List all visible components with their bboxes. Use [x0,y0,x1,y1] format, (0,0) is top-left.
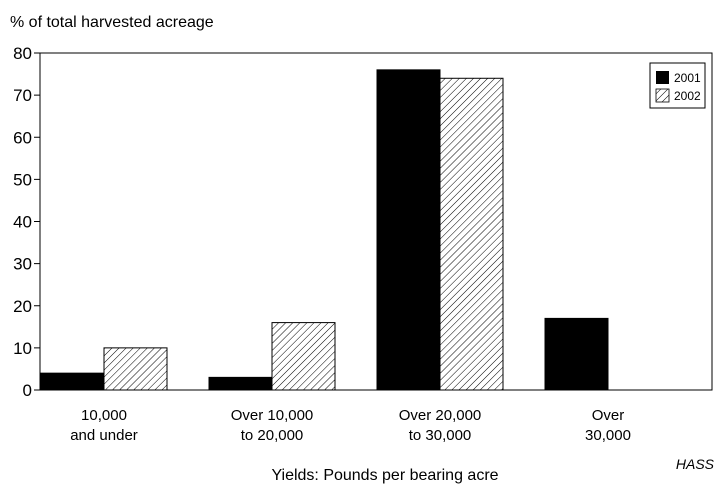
bar-2001-3 [544,317,609,391]
bar-2001-0 [40,372,105,391]
x-axis-label: Yields: Pounds per bearing acre [271,467,498,484]
plot-frame [39,52,713,391]
legend: 2001 2002 [649,62,706,109]
category-label: to 20,000 [241,427,304,444]
y-tick-label: 70 [13,86,32,105]
legend-swatch-2002 [655,88,670,103]
y-tick-labels: 0 10 20 30 40 50 60 70 80 [13,44,40,400]
bar-2002-1 [271,322,336,391]
y-tick-label: 40 [13,213,32,232]
category-label: and under [70,427,138,444]
bar-2002-2 [439,77,504,391]
category-label: to 30,000 [409,427,472,444]
category-label: 30,000 [585,427,631,444]
y-tick-label: 50 [13,170,32,189]
y-tick-label: 30 [13,255,32,274]
y-tick-label: 0 [23,381,32,400]
category-label: Over 10,000 [231,407,314,424]
y-tick-label: 10 [13,339,32,358]
category-label: 10,000 [81,407,127,424]
bars [40,69,609,391]
category-labels: 10,000 and under Over 10,000 to 20,000 Over … [70,407,631,444]
y-tick-label: 20 [13,297,32,316]
y-tick-label: 60 [13,128,32,147]
legend-label-2001: 2001 [674,71,701,85]
legend-swatch-2001 [656,71,669,84]
y-tick-label: 80 [13,44,32,63]
y-axis-label: % of total harvested acreage [10,14,214,31]
bar-2001-2 [376,69,441,391]
bar-2001-1 [208,376,273,391]
bar-2002-0 [103,347,168,391]
legend-label-2002: 2002 [674,89,701,103]
category-label: Over [592,407,625,424]
source-label: HASS [676,456,715,472]
category-label: Over 20,000 [399,407,482,424]
